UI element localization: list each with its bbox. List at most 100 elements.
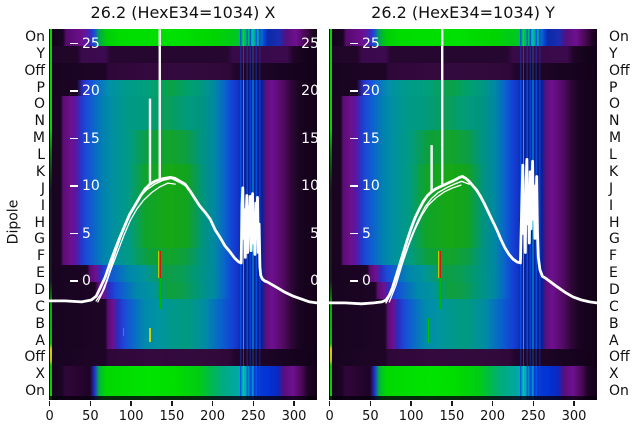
x-tick-mark bbox=[89, 401, 92, 406]
y-tick-mark bbox=[350, 137, 358, 140]
row-label-left-g: G bbox=[34, 231, 45, 248]
row-label-left-k: K bbox=[35, 163, 45, 180]
row-label-right-off: Off bbox=[609, 62, 630, 79]
y-tick-label: 10 bbox=[82, 178, 100, 194]
row-label-left-j: J bbox=[40, 180, 45, 197]
heatmap-panel-x: 0 5 10 15 20 25 0 5 10 15 20 25 bbox=[49, 29, 317, 400]
x-tick-label: 50 bbox=[362, 409, 379, 424]
y-tick-inner-right: 15 bbox=[301, 130, 317, 147]
y-tick-mark bbox=[70, 280, 78, 282]
x-tick-label: 200 bbox=[480, 409, 505, 424]
heat-spike-mark bbox=[158, 250, 160, 278]
row-label-left-e: E bbox=[36, 265, 45, 282]
y-tick-mark bbox=[70, 137, 78, 140]
y-tick-label: 0 bbox=[362, 273, 371, 289]
y-tick-mark bbox=[70, 90, 78, 92]
x-tick-mark bbox=[130, 401, 132, 406]
row-label-right-h: H bbox=[609, 214, 620, 231]
heat-spike-mark bbox=[159, 277, 162, 309]
heat-spike-mark bbox=[149, 327, 151, 342]
y-tick-inner-right: 20 bbox=[301, 83, 317, 99]
row-label-right-d: D bbox=[609, 281, 620, 298]
y-tick-mark bbox=[70, 42, 78, 45]
y-tick-label: 15 bbox=[82, 130, 100, 147]
heat-spike-mark bbox=[428, 318, 430, 343]
plot-title-y: 26.2 (HexE34=1034) Y bbox=[371, 3, 555, 22]
y-tick-label: 5 bbox=[82, 225, 91, 242]
curve-trace bbox=[329, 157, 597, 306]
row-label-left-i: I bbox=[40, 197, 45, 214]
x-tick-mark bbox=[532, 401, 534, 406]
heat-spike-mark bbox=[159, 250, 162, 278]
row-label-right-x: X bbox=[609, 366, 619, 383]
row-label-right-j: J bbox=[609, 180, 614, 197]
y-tick-mark bbox=[350, 280, 358, 282]
row-label-left-b: B bbox=[35, 315, 45, 332]
row-label-right-off: Off bbox=[609, 349, 630, 366]
x-tick-label: 300 bbox=[281, 409, 307, 424]
x-tick-mark bbox=[252, 401, 254, 406]
y-tick-label: 15 bbox=[362, 130, 380, 147]
heat-spike-mark bbox=[439, 250, 442, 278]
y-tick-label: 25 bbox=[82, 35, 100, 52]
stripe-cluster bbox=[519, 366, 545, 400]
stripe-cluster bbox=[239, 29, 265, 46]
row-label-left-m: M bbox=[32, 130, 45, 147]
y-tick-label: 10 bbox=[362, 178, 380, 194]
row-label-right-o: O bbox=[609, 96, 621, 113]
x-tick-label: 200 bbox=[200, 409, 225, 424]
row-label-left-c: C bbox=[35, 298, 45, 315]
row-label-right-a: A bbox=[609, 332, 619, 349]
y-tick-mark bbox=[350, 185, 358, 187]
row-label-right-b: B bbox=[609, 315, 619, 332]
row-label-left-on: On bbox=[25, 383, 45, 400]
row-label-left-off: Off bbox=[24, 349, 45, 366]
x-tick-label: 250 bbox=[240, 409, 266, 424]
x-tick-mark bbox=[410, 401, 412, 406]
left-edge-signal-line bbox=[49, 29, 52, 400]
row-label-right-p: P bbox=[609, 79, 618, 96]
curve-trace bbox=[49, 175, 317, 305]
y-tick-label: 25 bbox=[362, 35, 380, 52]
row-label-left-y: Y bbox=[36, 45, 45, 62]
row-label-left-x: X bbox=[35, 366, 45, 383]
heatmap-row-y-1 bbox=[49, 45, 317, 64]
y-tick-label: 20 bbox=[362, 83, 380, 99]
row-label-left-l: L bbox=[37, 147, 45, 164]
row-label-left-a: A bbox=[35, 332, 45, 349]
x-tick-mark bbox=[573, 401, 575, 406]
row-label-left-n: N bbox=[34, 113, 45, 130]
curve-trace bbox=[95, 177, 189, 302]
heatmap-panel-y: 0 5 10 15 20 25 bbox=[329, 29, 597, 400]
x-tick-mark bbox=[491, 401, 494, 406]
x-tick-mark bbox=[211, 401, 214, 406]
y-tick-mark bbox=[70, 185, 78, 187]
x-tick-label: 100 bbox=[398, 409, 424, 424]
x-tick-mark bbox=[451, 401, 453, 406]
x-axis-left-plot: 0 50 100 150 200 250 300 bbox=[45, 401, 317, 431]
row-label-right-m: M bbox=[609, 130, 622, 147]
row-label-right-on: On bbox=[609, 29, 629, 45]
row-label-left-h: H bbox=[34, 214, 45, 231]
x-tick-label: 0 bbox=[45, 409, 54, 424]
x-tick-mark bbox=[293, 401, 295, 406]
bottom-fade bbox=[49, 396, 317, 400]
row-label-left-o: O bbox=[33, 96, 45, 113]
x-tick-label: 150 bbox=[159, 409, 185, 424]
stripe-cluster bbox=[239, 366, 265, 400]
y-tick-label: 20 bbox=[82, 83, 100, 99]
bottom-fade bbox=[329, 396, 597, 400]
heatmap-row-off-2 bbox=[329, 62, 597, 81]
y-tick-mark bbox=[350, 42, 358, 45]
curve-trace bbox=[385, 180, 470, 304]
overlay-curve bbox=[329, 29, 597, 306]
x-tick-mark bbox=[329, 401, 331, 406]
y-tick-mark bbox=[70, 232, 78, 235]
x-tick-mark bbox=[49, 401, 51, 406]
row-label-right-g: G bbox=[609, 231, 620, 248]
row-label-left-d: D bbox=[34, 281, 45, 298]
row-label-left-f: F bbox=[36, 248, 45, 265]
row-label-left-on: On bbox=[25, 29, 45, 45]
heat-spike-mark bbox=[438, 250, 440, 278]
